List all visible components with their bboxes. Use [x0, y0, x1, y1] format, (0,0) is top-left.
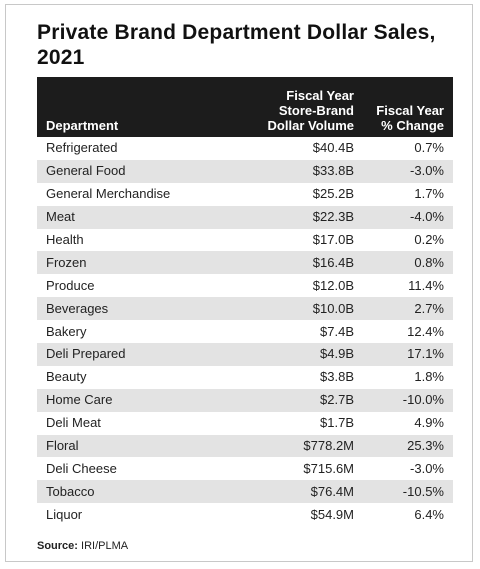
- table-body: Refrigerated $40.4B 0.7% General Food $33.8B…: [37, 137, 453, 527]
- percent-change-cell: -10.5%: [402, 483, 444, 499]
- percent-change-cell: 11.4%: [408, 277, 444, 293]
- table-title: Private Brand Department Dollar Sales, 2…: [37, 21, 436, 69]
- dollar-volume-cell: $2.7B: [320, 392, 354, 408]
- department-cell: Frozen: [46, 254, 87, 270]
- dollar-volume-cell: $33.8B: [312, 163, 354, 179]
- table-row: Beauty $3.8B 1.8%: [37, 365, 453, 389]
- percent-change-cell: -4.0%: [410, 209, 444, 225]
- dollar-volume-cell: $22.3B: [312, 209, 354, 225]
- header-dollar-volume: Fiscal Year Store-Brand Dollar Volume: [267, 88, 354, 133]
- department-cell: Refrigerated: [46, 140, 118, 156]
- table-row: Liquor $54.9M 6.4%: [37, 503, 453, 527]
- department-cell: General Food: [46, 163, 126, 179]
- percent-change-cell: 4.9%: [414, 415, 444, 431]
- dollar-volume-cell: $10.0B: [312, 300, 354, 316]
- percent-change-cell: -3.0%: [410, 163, 444, 179]
- department-cell: Tobacco: [46, 483, 95, 499]
- department-cell: Deli Prepared: [46, 346, 126, 362]
- table-row: Deli Meat $1.7B 4.9%: [37, 411, 453, 435]
- table-row: Bakery $7.4B 12.4%: [37, 320, 453, 344]
- table-row: Tobacco $76.4M -10.5%: [37, 480, 453, 504]
- header-percent-change: Fiscal Year % Change: [376, 103, 444, 133]
- department-cell: Deli Cheese: [46, 460, 117, 476]
- percent-change-cell: 1.7%: [414, 186, 444, 202]
- table-row: Produce $12.0B 11.4%: [37, 274, 453, 298]
- dollar-volume-cell: $1.7B: [320, 415, 354, 431]
- percent-change-cell: 0.8%: [414, 254, 444, 270]
- table-header: Department Fiscal Year Store-Brand Dolla…: [37, 77, 453, 137]
- department-cell: Home Care: [46, 392, 113, 408]
- header-department: Department: [46, 118, 119, 133]
- dollar-volume-cell: $715.6M: [303, 460, 354, 476]
- department-cell: Produce: [46, 277, 95, 293]
- department-cell: Health: [46, 232, 84, 247]
- department-cell: General Merchandise: [46, 186, 171, 202]
- percent-change-cell: 12.4%: [407, 323, 444, 339]
- source-text: IRI/PLMA: [81, 540, 129, 552]
- department-cell: Beauty: [46, 369, 87, 385]
- dollar-volume-cell: $76.4M: [310, 483, 354, 499]
- source-label: Source:: [37, 540, 78, 552]
- dollar-volume-cell: $17.0B: [312, 232, 354, 247]
- percent-change-cell: 0.2%: [414, 232, 444, 247]
- dollar-volume-cell: $3.8B: [320, 369, 354, 385]
- department-cell: Bakery: [46, 323, 87, 339]
- percent-change-cell: 1.8%: [414, 369, 444, 385]
- header-row: Department Fiscal Year Store-Brand Dolla…: [37, 77, 453, 137]
- table-row: Floral $778.2M 25.3%: [37, 434, 453, 458]
- table-row: Frozen $16.4B 0.8%: [37, 251, 453, 275]
- dollar-volume-cell: $25.2B: [312, 186, 354, 202]
- department-cell: Deli Meat: [46, 415, 101, 431]
- percent-change-cell: -10.0%: [402, 392, 444, 408]
- table-row: Refrigerated $40.4B 0.7%: [37, 137, 453, 160]
- table-row: Deli Prepared $4.9B 17.1%: [37, 343, 453, 366]
- department-cell: Beverages: [46, 300, 109, 316]
- table-row: Beverages $10.0B 2.7%: [37, 297, 453, 321]
- table-row: General Merchandise $25.2B 1.7%: [37, 182, 453, 206]
- percent-change-cell: 0.7%: [414, 140, 444, 156]
- dollar-volume-cell: $54.9M: [310, 506, 354, 522]
- department-cell: Floral: [46, 438, 79, 454]
- table-row: Health $17.0B 0.2%: [37, 228, 453, 252]
- percent-change-cell: 2.7%: [414, 300, 444, 316]
- table-row: Meat $22.3B -4.0%: [37, 205, 453, 229]
- dollar-volume-cell: $778.2M: [303, 438, 354, 454]
- sales-table: Department Fiscal Year Store-Brand Dolla…: [37, 77, 453, 527]
- dollar-volume-cell: $40.4B: [312, 140, 354, 156]
- dollar-volume-cell: $4.9B: [320, 346, 354, 362]
- dollar-volume-cell: $7.4B: [320, 323, 354, 339]
- dollar-volume-cell: $12.0B: [312, 277, 354, 293]
- table-row: General Food $33.8B -3.0%: [37, 159, 453, 183]
- department-cell: Liquor: [46, 506, 83, 522]
- percent-change-cell: 17.1%: [407, 346, 444, 362]
- dollar-volume-cell: $16.4B: [312, 254, 354, 270]
- percent-change-cell: 25.3%: [407, 438, 444, 454]
- table-row: Home Care $2.7B -10.0%: [37, 388, 453, 412]
- department-cell: Meat: [46, 209, 75, 225]
- percent-change-cell: 6.4%: [414, 506, 444, 522]
- table-row: Deli Cheese $715.6M -3.0%: [37, 457, 453, 481]
- figure-frame: [5, 4, 473, 562]
- percent-change-cell: -3.0%: [410, 460, 444, 476]
- source-note: Source: IRI/PLMA: [37, 540, 128, 552]
